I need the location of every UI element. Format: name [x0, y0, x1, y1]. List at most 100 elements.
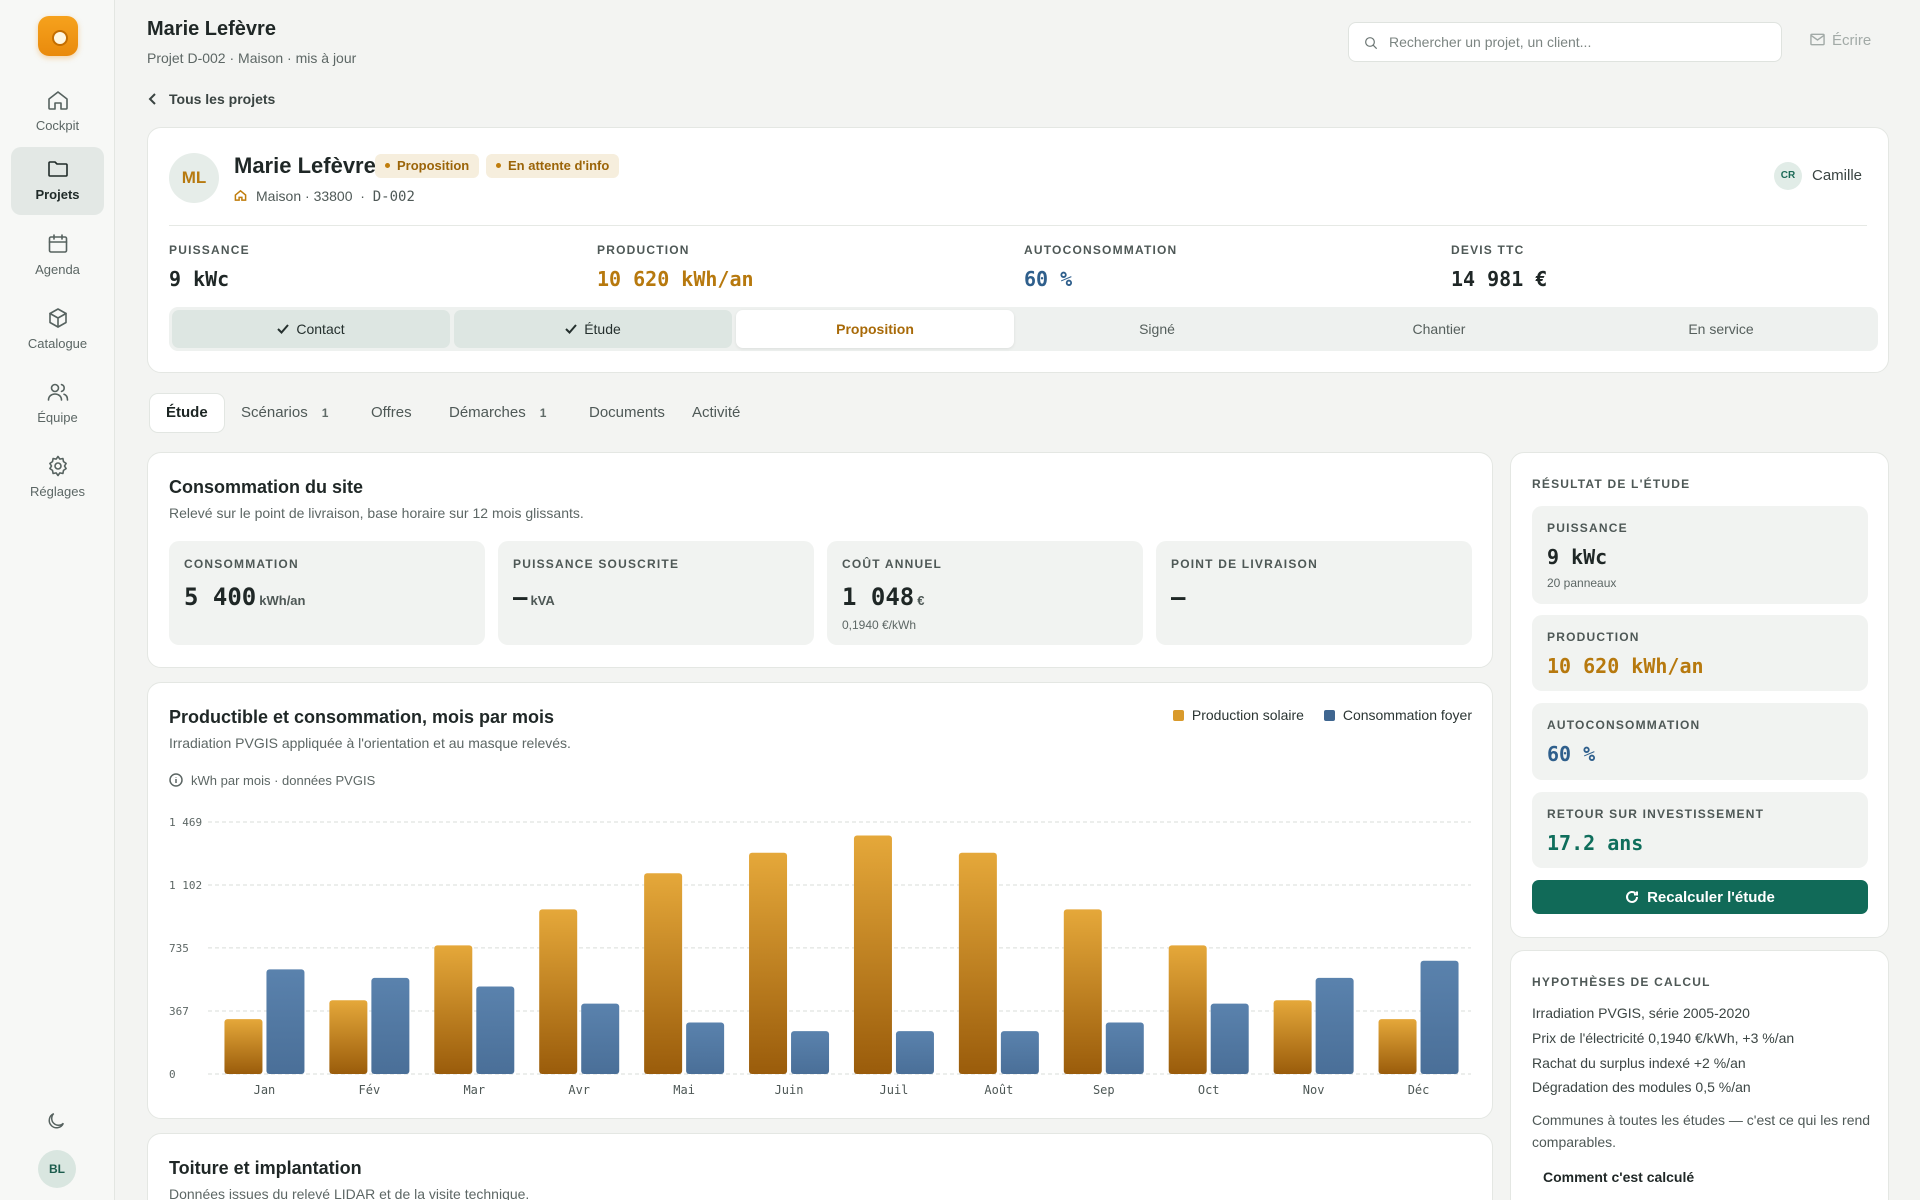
y-tick-label: 0 — [169, 1068, 176, 1081]
sidebar-item-reglages[interactable]: Réglages — [11, 444, 104, 512]
y-tick-label: 367 — [169, 1005, 189, 1018]
bar-production[interactable] — [853, 835, 892, 1074]
step-signe[interactable]: Signé — [1139, 321, 1175, 337]
bar-production[interactable] — [958, 852, 997, 1074]
bar-production[interactable] — [749, 852, 788, 1074]
x-tick-label: Fév — [359, 1083, 381, 1097]
tab-offres[interactable]: Offres — [371, 404, 412, 421]
x-tick-label: Juin — [775, 1083, 804, 1097]
y-tick-label: 735 — [169, 942, 189, 955]
tab-demarches[interactable]: Démarches 1 — [449, 404, 547, 421]
bar-production[interactable] — [1168, 945, 1207, 1074]
tab-count: 1 — [321, 406, 329, 420]
moon-icon — [48, 1112, 65, 1129]
refresh-icon — [1626, 890, 1639, 903]
sidebar-item-label: Réglages — [30, 484, 85, 499]
dark-mode-toggle[interactable] — [45, 1110, 67, 1132]
sidebar-item-cockpit[interactable]: Cockpit — [11, 78, 104, 146]
bar-production[interactable] — [1378, 1019, 1417, 1074]
mail-icon — [1810, 33, 1825, 46]
bar-consommation[interactable] — [1210, 1003, 1249, 1074]
chart-subtitle: Irradiation PVGIS appliquée à l'orientat… — [169, 735, 571, 751]
bar-consommation[interactable] — [1105, 1022, 1144, 1074]
sidebar-item-agenda[interactable]: Agenda — [11, 222, 104, 290]
kpi-autoconsommation: AUTOCONSOMMATION 60 % — [1024, 243, 1178, 291]
step-en-service[interactable]: En service — [1688, 321, 1754, 337]
calendar-icon — [48, 234, 68, 253]
write-button[interactable]: Écrire — [1810, 32, 1871, 49]
bar-consommation[interactable] — [581, 1003, 620, 1074]
stat-puissance-souscrite: PUISSANCE SOUSCRITE — kVA — [498, 541, 814, 645]
bar-consommation[interactable] — [791, 1031, 830, 1074]
search-input[interactable] — [1389, 23, 1769, 61]
tab-documents[interactable]: Documents — [589, 404, 665, 421]
hypotheses-card: HYPOTHÈSES DE CALCUL Irradiation PVGIS, … — [1510, 950, 1889, 1200]
chart-legend: Production solaire Consommation foyer — [1157, 707, 1472, 723]
user-avatar[interactable]: BL — [38, 1150, 76, 1188]
bar-consommation[interactable] — [1000, 1031, 1039, 1074]
sidebar-item-label: Catalogue — [27, 336, 88, 351]
check-icon — [277, 324, 290, 334]
bar-consommation[interactable] — [476, 986, 515, 1074]
tab-count: 1 — [539, 406, 547, 420]
section-title: Toiture et implantation — [169, 1158, 362, 1178]
result-autoconsommation: AUTOCONSOMMATION 60 % — [1532, 703, 1868, 780]
bar-production[interactable] — [329, 1000, 368, 1074]
bar-production[interactable] — [1063, 909, 1102, 1074]
tab-activite[interactable]: Activité — [692, 404, 741, 421]
app-logo[interactable] — [38, 16, 78, 56]
sidebar-item-catalogue[interactable]: Catalogue — [11, 296, 104, 364]
step-etude[interactable]: Étude — [454, 310, 732, 348]
write-label: Écrire — [1832, 32, 1872, 49]
bar-production[interactable] — [224, 1019, 263, 1074]
owner-avatar: CR — [1773, 162, 1802, 190]
bar-consommation[interactable] — [895, 1031, 934, 1074]
bar-consommation[interactable] — [371, 977, 410, 1074]
how-calculated-link[interactable]: Comment c'est calculé — [1543, 1169, 1695, 1185]
tab-scenarios[interactable]: Scénarios 1 — [241, 404, 329, 421]
recalculate-button[interactable]: Recalculer l'étude — [1532, 880, 1868, 914]
section-subtitle: Données issues du relevé LIDAR et de la … — [169, 1186, 530, 1200]
sidebar-item-equipe[interactable]: Équipe — [11, 370, 104, 438]
bar-consommation[interactable] — [266, 969, 305, 1074]
search-field[interactable] — [1348, 22, 1782, 62]
hypothesis-line: Rachat du surplus indexé +2 %/an — [1532, 1055, 1746, 1071]
chart-info: kWh par mois · données PVGIS — [169, 773, 375, 788]
bar-consommation[interactable] — [686, 1022, 725, 1074]
result-title: RÉSULTAT DE L'ÉTUDE — [1532, 477, 1691, 491]
sidebar-item-projets[interactable]: Projets — [11, 147, 104, 215]
step-chantier[interactable]: Chantier — [1412, 321, 1466, 337]
kpi-devis: DEVIS TTC 14 981 € — [1451, 243, 1548, 291]
x-tick-label: Mai — [673, 1083, 695, 1097]
bar-production[interactable] — [539, 909, 578, 1074]
chevron-left-icon — [148, 93, 156, 105]
stat-consommation: CONSOMMATION 5 400 kWh/an — [169, 541, 485, 645]
back-label: Tous les projets — [169, 91, 276, 107]
search-icon — [1365, 37, 1378, 50]
check-icon — [565, 324, 577, 334]
hypothesis-line: Prix de l'électricité 0,1940 €/kWh, +3 %… — [1532, 1030, 1795, 1046]
bar-production[interactable] — [1273, 1000, 1312, 1074]
bar-consommation[interactable] — [1315, 977, 1354, 1074]
status-badge: Proposition — [375, 154, 480, 178]
bar-production[interactable] — [434, 945, 473, 1074]
consumption-card: Consommation du site Relevé sur le point… — [147, 452, 1493, 668]
back-link[interactable]: Tous les projets — [147, 91, 275, 107]
owner-name: Camille — [1811, 166, 1862, 184]
y-tick-label: 1 469 — [169, 816, 202, 829]
result-card: RÉSULTAT DE L'ÉTUDE PUISSANCE 9 kWc 20 p… — [1510, 452, 1889, 938]
sidebar-item-label: Cockpit — [35, 118, 80, 133]
home-icon — [48, 91, 68, 110]
step-proposition[interactable]: Proposition — [736, 310, 1014, 348]
x-tick-label: Déc — [1408, 1083, 1430, 1097]
kpi-puissance: PUISSANCE 9 kWc — [169, 243, 250, 291]
project-owner[interactable]: CR Camille — [1773, 162, 1862, 190]
tab-etude[interactable]: Étude — [149, 393, 225, 433]
bar-production[interactable] — [644, 873, 683, 1074]
status-badge: En attente d'info — [486, 154, 620, 178]
bar-consommation[interactable] — [1420, 960, 1459, 1074]
client-name: Marie Lefèvre — [234, 153, 376, 178]
legend-item-production: Production solaire — [1172, 707, 1304, 723]
x-tick-label: Jan — [254, 1083, 276, 1097]
step-contact[interactable]: Contact — [172, 310, 450, 348]
